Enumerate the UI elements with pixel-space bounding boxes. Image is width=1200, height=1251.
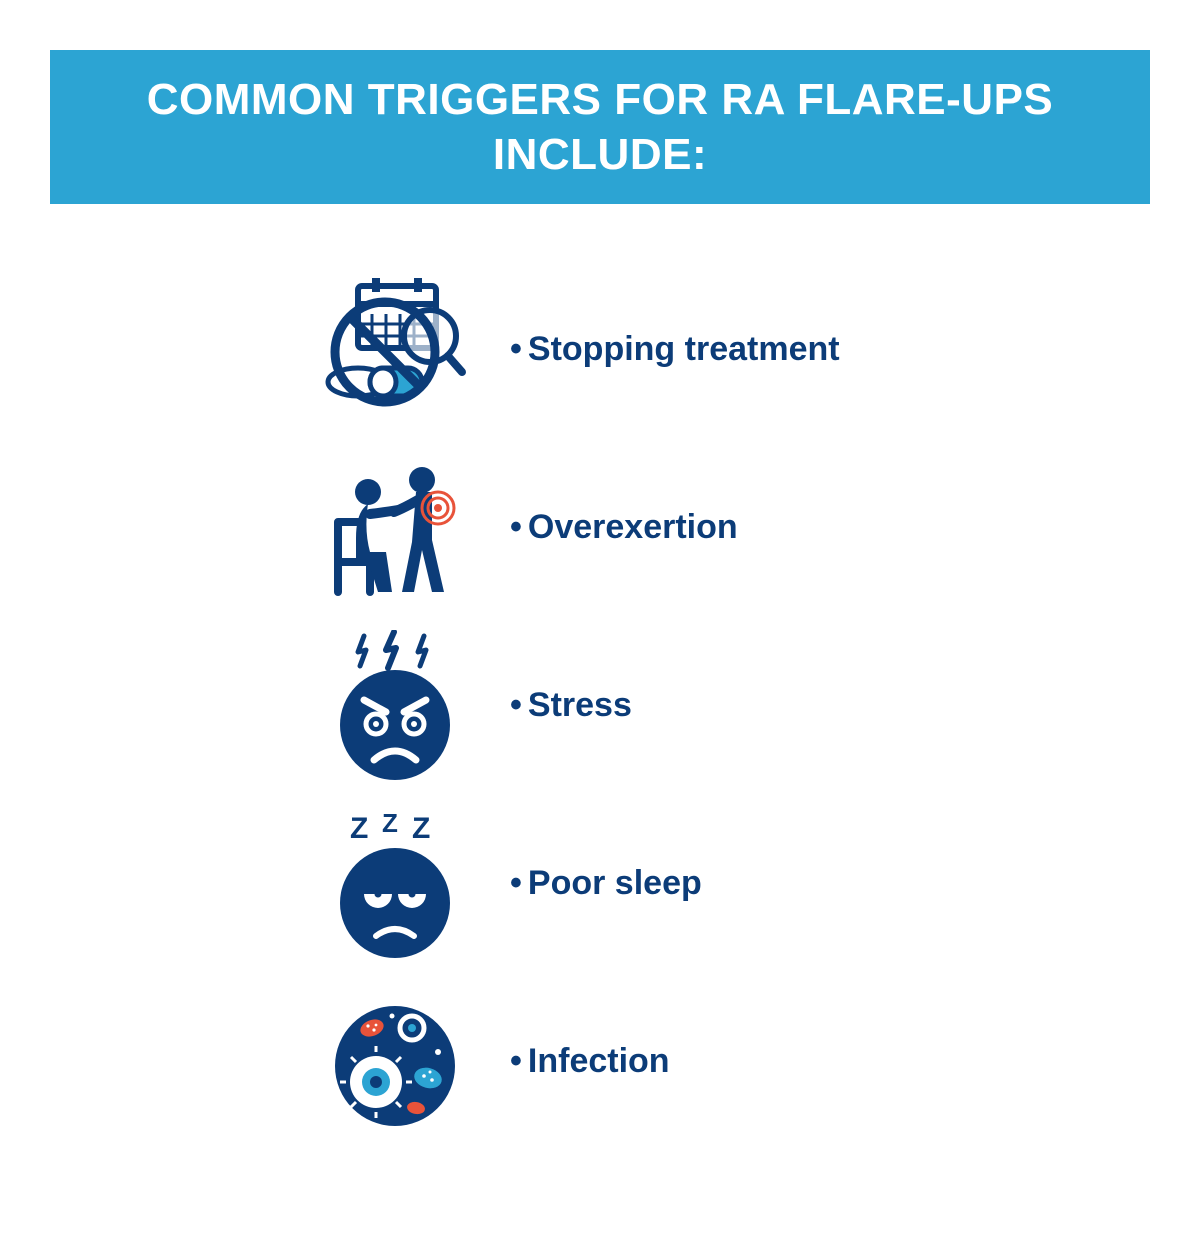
list-item: •Stopping treatment	[320, 274, 840, 424]
trigger-list: •Stopping treatment •Overexertion	[0, 274, 1200, 1136]
header-bar: COMMON TRIGGERS FOR RA FLARE-UPS INCLUDE…	[50, 50, 1150, 204]
list-item: •Stress	[320, 630, 632, 780]
header-title: COMMON TRIGGERS FOR RA FLARE-UPS INCLUDE…	[70, 72, 1130, 182]
list-item-label: •Stress	[510, 686, 632, 725]
list-item-label: •Overexertion	[510, 508, 738, 547]
infection-icon	[320, 986, 470, 1136]
list-item: Z Z Z •Poor sleep	[320, 808, 702, 958]
stress-icon	[320, 630, 470, 780]
poor-sleep-icon: Z Z Z	[320, 808, 470, 958]
overexertion-icon	[320, 452, 470, 602]
list-item-label: •Poor sleep	[510, 864, 702, 903]
svg-text:Z: Z	[382, 808, 398, 838]
svg-text:Z: Z	[412, 812, 430, 845]
list-item: •Infection	[320, 986, 670, 1136]
list-item: •Overexertion	[320, 452, 738, 602]
list-item-label: •Stopping treatment	[510, 330, 840, 369]
list-item-label: •Infection	[510, 1042, 670, 1081]
stopping-treatment-icon	[320, 274, 470, 424]
svg-text:Z: Z	[350, 812, 368, 845]
